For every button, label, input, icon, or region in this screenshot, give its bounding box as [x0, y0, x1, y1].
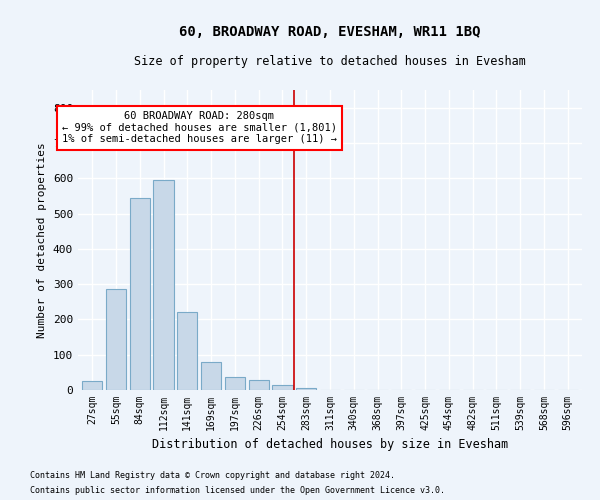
Text: Contains HM Land Registry data © Crown copyright and database right 2024.: Contains HM Land Registry data © Crown c…	[30, 471, 395, 480]
Text: 60, BROADWAY ROAD, EVESHAM, WR11 1BQ: 60, BROADWAY ROAD, EVESHAM, WR11 1BQ	[179, 25, 481, 39]
Text: Size of property relative to detached houses in Evesham: Size of property relative to detached ho…	[134, 55, 526, 68]
Bar	[225, 378, 245, 390]
Bar	[177, 312, 197, 390]
Bar	[272, 386, 293, 390]
Text: Contains public sector information licensed under the Open Government Licence v3: Contains public sector information licen…	[30, 486, 445, 495]
Bar	[296, 388, 316, 390]
Bar	[130, 198, 150, 390]
Bar	[154, 180, 173, 390]
Bar	[201, 362, 221, 390]
Bar	[106, 290, 126, 390]
X-axis label: Distribution of detached houses by size in Evesham: Distribution of detached houses by size …	[152, 438, 508, 452]
Y-axis label: Number of detached properties: Number of detached properties	[37, 142, 47, 338]
Text: 60 BROADWAY ROAD: 280sqm
← 99% of detached houses are smaller (1,801)
1% of semi: 60 BROADWAY ROAD: 280sqm ← 99% of detach…	[62, 111, 337, 144]
Bar	[82, 381, 103, 390]
Bar	[248, 380, 269, 390]
